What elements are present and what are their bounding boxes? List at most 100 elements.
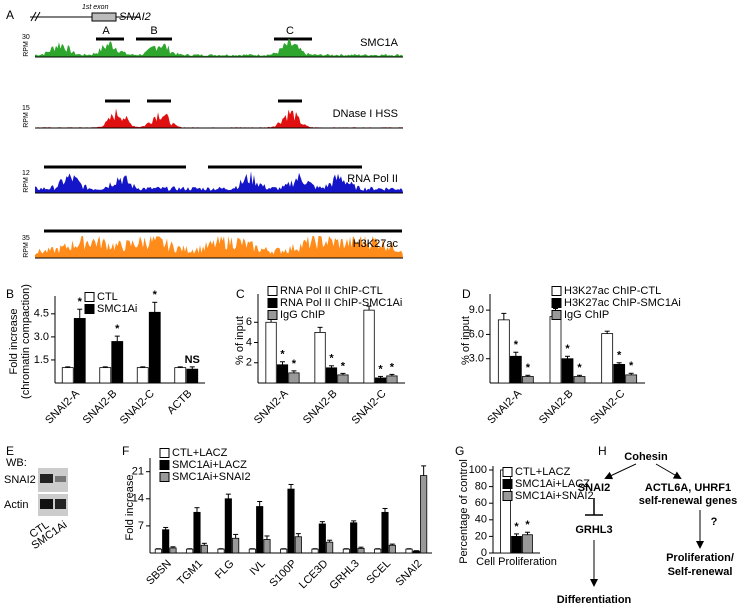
- bar: [412, 550, 420, 554]
- node-outcome: Proliferation/: [666, 552, 734, 564]
- bar: [276, 364, 289, 384]
- y-tick-label: 80: [475, 481, 487, 493]
- track-scale: 35: [22, 235, 30, 242]
- bar: [154, 548, 162, 554]
- bar: [288, 372, 300, 384]
- significance: *: [577, 362, 582, 374]
- bar: [374, 377, 387, 384]
- blot-band: [40, 474, 53, 483]
- bar: [420, 475, 428, 554]
- bar: [61, 367, 74, 384]
- bar: [186, 548, 194, 554]
- bar: [325, 367, 338, 384]
- legend-swatch: [551, 286, 562, 296]
- bar: [294, 536, 302, 554]
- significance: *: [629, 360, 634, 372]
- legend-swatch: [267, 310, 278, 320]
- y-tick-label: 6: [246, 316, 252, 328]
- legend-label: CTL+LACZ: [515, 466, 571, 478]
- significance: *: [514, 339, 519, 351]
- bar: [265, 321, 277, 384]
- significance: *: [526, 362, 531, 374]
- bar: [111, 341, 124, 384]
- x-tick-label: SNAI2-A: [485, 387, 524, 426]
- panel-label: H: [598, 444, 607, 458]
- track-signal: [35, 171, 403, 193]
- legend-swatch: [502, 479, 513, 489]
- bar: [224, 498, 232, 554]
- bar: [174, 367, 187, 384]
- y-tick-label: 0: [481, 547, 487, 559]
- x-tick-label: IVL: [248, 558, 268, 578]
- x-tick-label: S100P: [267, 558, 299, 590]
- arrow: [655, 463, 682, 480]
- legend-swatch: [159, 448, 170, 458]
- bar: [497, 319, 510, 384]
- legend-swatch: [502, 491, 513, 501]
- track-scale: 15: [22, 105, 30, 112]
- node-grhl3: GRHL3: [575, 524, 612, 536]
- bar: [326, 541, 334, 554]
- panel-label: A: [6, 8, 14, 22]
- legend-label: RNA Pol II ChIP-SMC1Ai: [280, 297, 402, 309]
- significance: *: [390, 361, 395, 373]
- significance: *: [115, 323, 120, 335]
- track-unit: RPM: [23, 41, 30, 57]
- blot-band: [55, 499, 66, 509]
- legend-swatch: [159, 460, 170, 470]
- y-tick-label: 4: [246, 336, 252, 348]
- x-tick-label: SNAI2-A: [252, 387, 291, 426]
- legend-label: SMC1Ai+LACZ: [515, 478, 590, 490]
- legend-label: SMC1Ai+SNAI2: [172, 471, 251, 483]
- legend-swatch: [159, 472, 170, 482]
- significance: *: [514, 521, 519, 533]
- legend-label: CTL: [97, 291, 118, 303]
- node-cohesin: Cohesin: [624, 451, 668, 463]
- break-mark: [34, 11, 41, 22]
- bar: [169, 547, 177, 554]
- region-label: A: [102, 25, 110, 37]
- significance: *: [378, 363, 383, 375]
- bar: [573, 376, 586, 384]
- x-tick-label: FLG: [213, 558, 237, 582]
- node-targets: self-renewal genes: [639, 495, 737, 507]
- bar: [263, 539, 271, 554]
- track-name: SMC1A: [360, 37, 399, 49]
- x-tick-label: SNAI2-C: [588, 388, 627, 427]
- y-tick-label: 6.0: [469, 328, 484, 340]
- significance: *: [78, 296, 83, 308]
- bar: [311, 548, 319, 554]
- significance: NS: [185, 354, 200, 366]
- legend-swatch: [267, 298, 278, 308]
- bar: [99, 367, 112, 384]
- y-axis-label: Percentage of control: [458, 459, 470, 564]
- y-axis-label: Fold increase: [124, 474, 136, 540]
- exon-box: [91, 12, 117, 22]
- track-signal: [35, 38, 403, 57]
- track-scale: 12: [22, 170, 30, 177]
- bar: [200, 544, 208, 554]
- panel-label: F: [122, 444, 129, 458]
- bar: [342, 548, 350, 554]
- bar: [381, 511, 389, 554]
- legend-swatch: [551, 310, 562, 320]
- y-axis-label: % of input: [234, 316, 246, 365]
- track-name: H3K27ac: [353, 238, 399, 250]
- pathway-diagram: Cohesin SNAI2 ACTL6A, UHRF1 self-renewal…: [557, 451, 738, 606]
- legend-label: H3K27ac ChIP-SMC1Ai: [564, 297, 681, 309]
- y-tick-label: 21: [132, 466, 144, 478]
- blot-band: [40, 499, 53, 509]
- legend-label: SMC1Ai+LACZ: [172, 459, 247, 471]
- track-signal: [35, 108, 403, 128]
- region-label: B: [150, 25, 157, 37]
- node-unknown: ?: [711, 516, 718, 528]
- bar: [357, 547, 365, 554]
- panel-label: B: [6, 287, 14, 301]
- bar: [388, 544, 396, 554]
- arrow: [604, 463, 637, 480]
- legend-label: H3K27ac ChIP-CTL: [564, 285, 661, 297]
- x-tick-label: SNAI2-A: [43, 387, 82, 426]
- y-tick-label: 3.0: [34, 331, 49, 343]
- bar: [162, 529, 170, 554]
